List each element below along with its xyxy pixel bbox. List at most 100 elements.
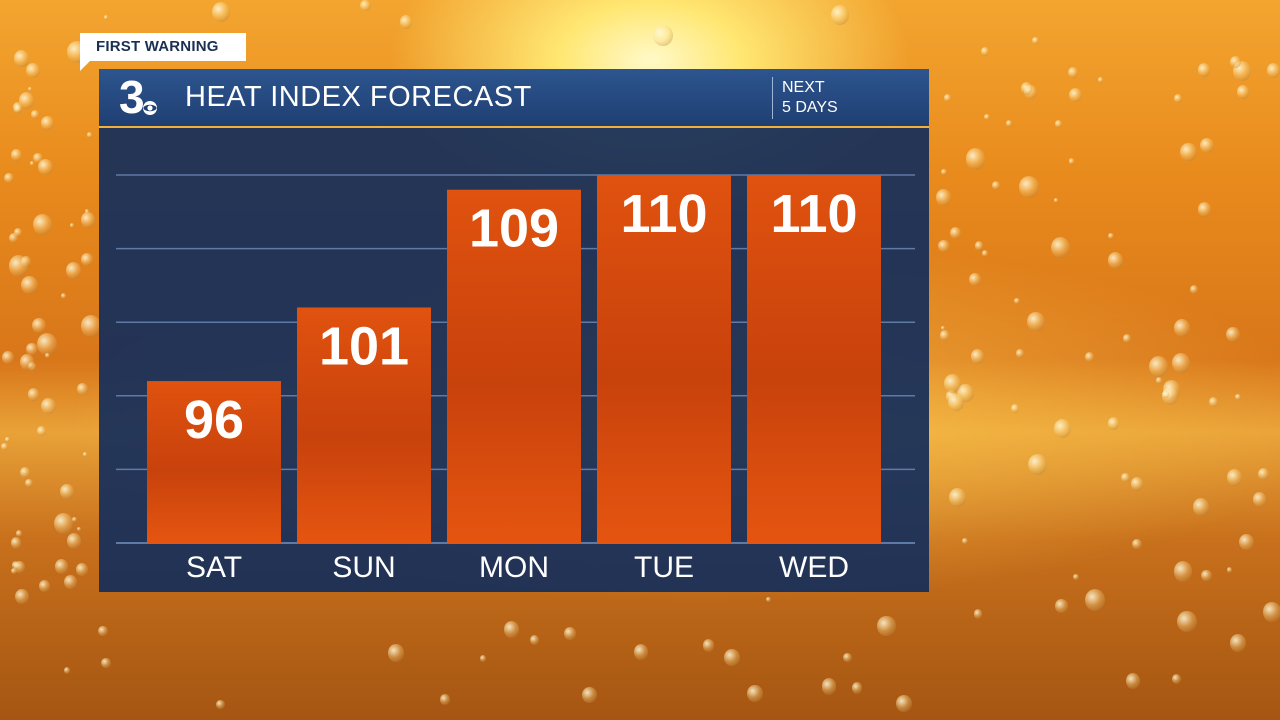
- first-warning-badge: FIRST WARNING: [80, 33, 246, 71]
- water-droplet: [399, 15, 413, 29]
- water-droplet: [941, 169, 947, 176]
- water-droplet: [1015, 349, 1024, 358]
- water-droplet: [1068, 158, 1075, 165]
- water-droplet: [1068, 87, 1082, 103]
- water-droplet: [633, 643, 649, 660]
- water-droplet: [1239, 533, 1254, 550]
- water-droplet: [1050, 236, 1071, 259]
- water-droplet: [1226, 468, 1243, 486]
- water-droplet: [1192, 497, 1210, 516]
- water-droplet: [13, 227, 22, 238]
- water-droplet: [938, 239, 950, 253]
- bar-sat: [147, 381, 281, 543]
- water-droplet: [30, 109, 40, 119]
- water-droplet: [86, 132, 93, 139]
- water-droplet: [212, 2, 231, 22]
- water-droplet: [970, 348, 985, 364]
- water-droplet: [65, 262, 82, 280]
- water-droplet: [582, 686, 598, 703]
- water-droplet: [16, 529, 23, 537]
- water-droplet: [53, 512, 74, 535]
- water-droplet: [54, 559, 69, 574]
- water-droplet: [32, 214, 52, 235]
- water-droplet: [981, 47, 990, 56]
- water-droplet: [936, 189, 952, 206]
- water-droplet: [1068, 66, 1079, 79]
- water-droplet: [1173, 561, 1193, 582]
- water-droplet: [1027, 311, 1045, 332]
- water-droplet: [29, 160, 34, 166]
- first-warning-label: FIRST WARNING: [96, 38, 219, 55]
- water-droplet: [1107, 417, 1120, 430]
- water-droplet: [2, 351, 15, 365]
- water-droplet: [1126, 673, 1141, 689]
- water-droplet: [1208, 396, 1219, 408]
- water-droplet: [1122, 334, 1131, 343]
- bar-sun: [297, 307, 431, 543]
- water-droplet: [41, 397, 57, 415]
- water-droplet: [76, 563, 88, 576]
- water-droplet: [943, 374, 962, 394]
- water-droplet: [37, 426, 47, 437]
- water-droplet: [41, 115, 55, 131]
- water-droplet: [19, 353, 35, 370]
- water-droplet: [4, 173, 14, 184]
- water-droplet: [941, 325, 946, 330]
- tick-label-sun: SUN: [332, 551, 395, 584]
- water-droplet: [896, 695, 912, 713]
- water-droplet: [70, 223, 75, 228]
- tick-label-mon: MON: [479, 551, 549, 584]
- water-droplet: [984, 113, 990, 120]
- water-droplet: [1073, 573, 1080, 581]
- water-droplet: [1173, 93, 1183, 103]
- water-droplet: [84, 209, 90, 214]
- water-droplet: [1253, 492, 1267, 507]
- water-droplet: [1177, 610, 1197, 633]
- water-droplet: [66, 532, 81, 549]
- water-droplet: [1201, 569, 1212, 581]
- bar-tue: [597, 175, 731, 543]
- water-droplet: [1266, 63, 1280, 79]
- water-droplet: [1197, 63, 1211, 78]
- water-droplet: [1171, 353, 1191, 374]
- water-droplet: [81, 252, 94, 266]
- water-droplet: [1014, 297, 1020, 305]
- page-title: HEAT INDEX FORECAST: [185, 81, 532, 113]
- water-droplet: [1006, 119, 1013, 127]
- water-droplet: [1155, 377, 1162, 385]
- water-droplet: [63, 575, 77, 590]
- water-droplet: [503, 620, 520, 638]
- water-droplet: [1226, 567, 1233, 573]
- water-droplet: [1257, 467, 1270, 481]
- forecast-range-line1: NEXT: [782, 79, 825, 96]
- water-droplet: [1054, 119, 1063, 129]
- water-droplet: [1032, 36, 1039, 44]
- water-droplet: [939, 330, 950, 341]
- water-droplet: [80, 212, 95, 228]
- water-droplet: [1020, 81, 1033, 96]
- data-label-sat: 96: [184, 390, 244, 450]
- water-droplet: [1053, 198, 1059, 203]
- water-droplet: [877, 615, 896, 637]
- water-droplet: [83, 452, 88, 457]
- water-droplet: [563, 626, 576, 640]
- station-logo-icon: 3: [119, 73, 157, 121]
- water-droplet: [33, 152, 43, 163]
- water-droplet: [19, 466, 30, 479]
- water-droplet: [1055, 598, 1068, 613]
- water-droplet: [15, 589, 29, 605]
- water-droplet: [1174, 319, 1191, 338]
- heat-index-bar-chart: 96 101 109 110 110 SAT SUN MON TUE WED: [116, 174, 915, 584]
- water-droplet: [974, 241, 983, 251]
- water-droplet: [1053, 419, 1071, 438]
- tick-label-wed: WED: [779, 551, 849, 584]
- water-droplet: [63, 666, 71, 675]
- water-droplet: [26, 342, 38, 356]
- water-droplet: [1197, 201, 1212, 217]
- panel-header: 3 HEAT INDEX FORECAST NEXT 5 DAYS: [99, 69, 929, 128]
- water-droplet: [1225, 326, 1240, 343]
- water-droplet: [25, 62, 40, 78]
- water-droplet: [851, 682, 863, 695]
- data-label-mon: 109: [469, 199, 559, 259]
- water-droplet: [1107, 251, 1123, 269]
